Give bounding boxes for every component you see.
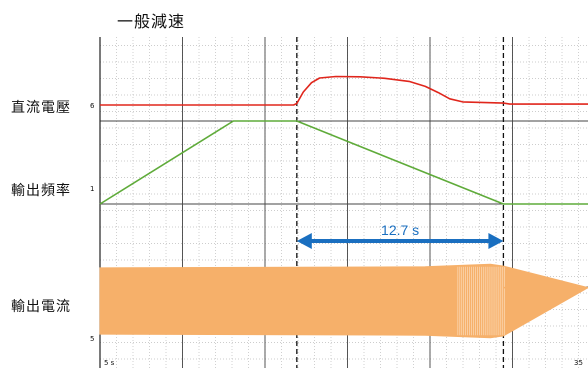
channel-marker-dc-voltage: 6 — [90, 102, 95, 110]
duration-arrow-head-right — [488, 233, 504, 249]
channel-marker-output-frequency: 1 — [90, 185, 94, 193]
x-tick-label: 5 s — [104, 359, 115, 367]
chart-title: 一般減速 — [117, 12, 186, 31]
series-output-frequency — [99, 120, 588, 205]
x-tick-label: 35 — [574, 359, 583, 367]
series-dc-voltage — [100, 75, 588, 106]
duration-label: 12.7 s — [381, 222, 419, 238]
label-output-current: 輸出電流 — [11, 299, 71, 315]
label-dc-voltage: 直流電壓 — [11, 100, 71, 116]
channel-marker-output-current: 5 — [90, 335, 94, 343]
series-output-current — [99, 263, 588, 339]
duration-arrow-head-left — [296, 233, 312, 249]
label-output-frequency: 輸出頻率 — [11, 183, 71, 199]
